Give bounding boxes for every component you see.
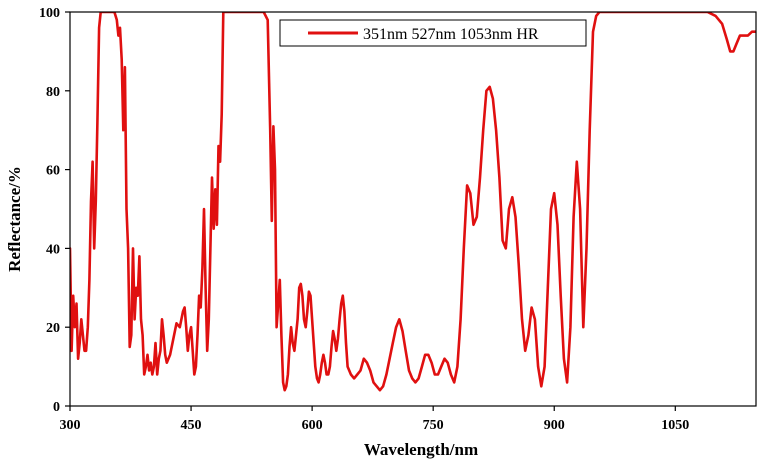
legend-label: 351nm 527nm 1053nm HR [363,26,539,43]
legend: 351nm 527nm 1053nm HR [279,19,587,47]
x-tick-label: 900 [544,418,565,433]
series-layer [70,12,756,392]
y-tick-label: 20 [46,321,60,336]
plot-frame [69,11,757,407]
x-tick-label: 750 [423,418,444,433]
y-tick-label: 100 [39,6,60,21]
x-tick-label: 300 [60,418,81,433]
x-tick-label: 450 [181,418,202,433]
series-line-0 [70,12,756,392]
x-tick-label: 600 [302,418,323,433]
y-tick-label: 60 [46,164,60,179]
y-tick-label: 80 [46,85,60,100]
y-axis-title: Reflectance/% [5,166,24,272]
x-axis-title: Wavelength/nm [364,440,478,459]
y-tick-label: 40 [46,242,60,257]
x-tick-label: 1050 [661,418,689,433]
y-tick-label: 0 [53,400,60,415]
plot-area [70,12,756,392]
ticks-layer: 300 450 600 750 900 1050 0 20 40 60 80 100 [39,6,689,433]
